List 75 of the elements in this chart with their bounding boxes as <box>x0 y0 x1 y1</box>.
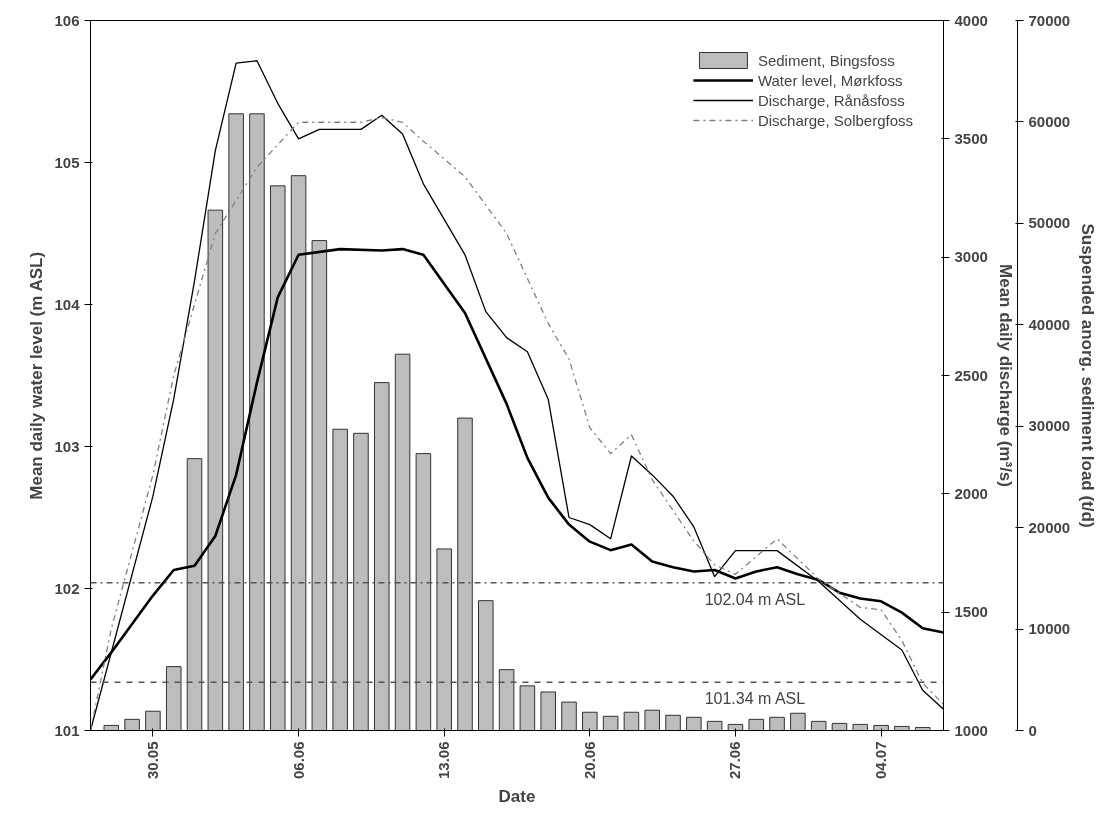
bar <box>457 417 473 731</box>
y3-axis-title: Suspended anorg. sediment load (t/d) <box>1078 223 1098 528</box>
y-tick-label: 106 <box>54 11 80 29</box>
y-axis-title: Mean daily water level (m ASL) <box>27 251 47 500</box>
y-tick-label: 104 <box>54 295 81 313</box>
bar <box>207 209 224 731</box>
bar <box>353 432 369 731</box>
y-tick-label: 103 <box>54 437 80 455</box>
x-axis-title: Date <box>498 787 536 807</box>
bar <box>186 458 203 731</box>
y-tick-label: 101 <box>54 721 80 739</box>
bar <box>394 353 411 731</box>
bar <box>810 720 827 731</box>
y3-tick-label: 70000 <box>1028 11 1071 29</box>
bar <box>582 711 598 731</box>
y2-tick-label: 3500 <box>954 129 988 147</box>
y2-tick-label: 1000 <box>954 721 988 739</box>
y2-tick-label: 4000 <box>954 11 988 29</box>
bar <box>103 724 120 731</box>
legend-label: Discharge, Rånåsfoss <box>757 91 905 109</box>
bar <box>686 716 702 731</box>
y2-axis-title: Mean daily discharge (m³/s) <box>995 264 1015 487</box>
bar <box>415 453 432 731</box>
ref-line-label: 101.34 m ASL <box>704 690 806 708</box>
bar <box>561 701 577 731</box>
x-tick-label: 13.06 <box>435 741 453 780</box>
bar <box>790 712 806 731</box>
y3-tick-label: 50000 <box>1028 214 1071 232</box>
bar <box>769 716 785 731</box>
y2-tick-label: 1500 <box>954 603 988 621</box>
bar <box>623 711 640 731</box>
ref-line-label: 102.04 m ASL <box>704 590 806 608</box>
bar <box>498 669 515 731</box>
bar <box>228 113 244 731</box>
y3-tick-label: 20000 <box>1028 518 1071 536</box>
bar <box>831 722 848 731</box>
bar <box>519 685 536 731</box>
bar <box>290 175 307 731</box>
bar <box>436 548 452 731</box>
legend-label: Discharge, Solbergfoss <box>757 111 913 129</box>
bar <box>540 691 556 731</box>
y2-tick-label: 3000 <box>954 248 988 266</box>
bar <box>852 723 869 731</box>
x-tick-label: 20.06 <box>580 741 598 780</box>
x-tick-label: 27.06 <box>726 741 744 780</box>
bar <box>665 714 681 731</box>
bar <box>249 113 265 731</box>
bar <box>373 382 390 731</box>
bar <box>478 600 494 731</box>
bar <box>602 715 619 731</box>
bar <box>873 724 889 731</box>
bar <box>311 240 328 731</box>
legend-label: Sediment, Bingsfoss <box>757 51 895 69</box>
y3-tick-label: 30000 <box>1028 417 1071 435</box>
y-tick-label: 102 <box>54 579 80 597</box>
y3-tick-label: 40000 <box>1028 315 1071 333</box>
legend-label: Water level, Mørkfoss <box>757 71 903 89</box>
y2-tick-label: 2000 <box>954 484 988 502</box>
bar <box>748 718 765 731</box>
bar <box>269 185 286 731</box>
x-tick-label: 06.06 <box>289 741 307 780</box>
bar <box>332 428 348 731</box>
y3-tick-label: 0 <box>1028 721 1037 739</box>
y3-tick-label: 10000 <box>1028 620 1071 638</box>
x-tick-label: 30.05 <box>143 741 161 780</box>
y3-tick-label: 60000 <box>1028 112 1071 130</box>
bar <box>165 666 182 731</box>
y-tick-label: 105 <box>54 153 80 171</box>
y2-tick-label: 2500 <box>954 366 988 384</box>
bar <box>644 709 661 731</box>
bar <box>145 710 161 731</box>
bar <box>124 718 140 731</box>
bar <box>706 720 723 731</box>
x-tick-label: 04.07 <box>872 741 890 780</box>
bar <box>894 725 910 731</box>
